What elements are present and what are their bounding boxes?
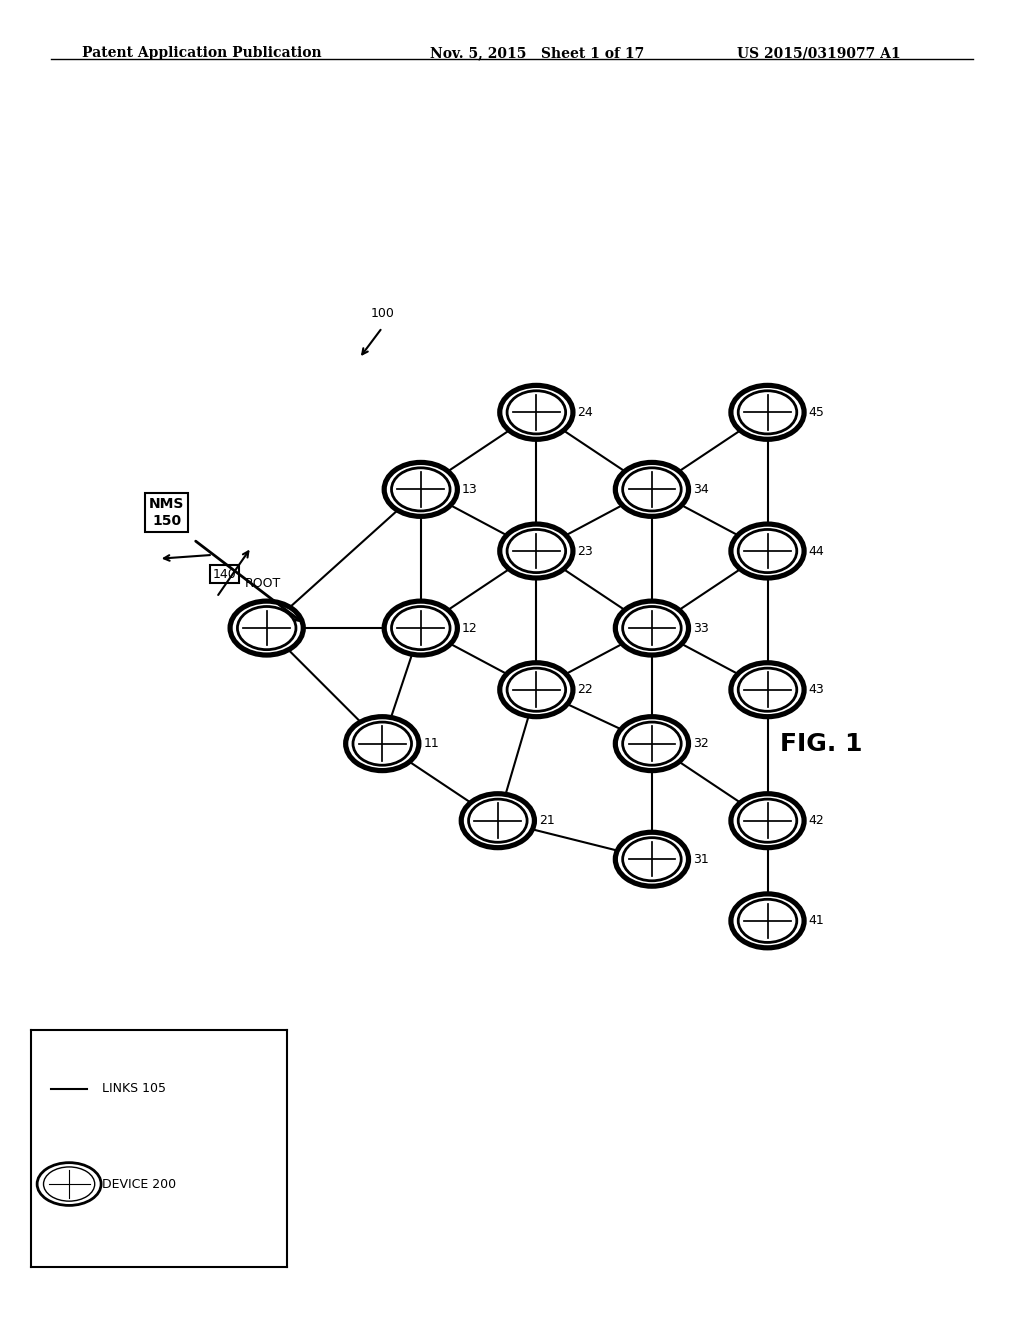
Text: 34: 34: [693, 483, 709, 496]
Text: NMS
150: NMS 150: [148, 498, 184, 528]
Ellipse shape: [391, 467, 451, 511]
Ellipse shape: [615, 462, 688, 516]
Ellipse shape: [731, 385, 804, 440]
Ellipse shape: [738, 799, 797, 842]
Ellipse shape: [500, 663, 573, 717]
Ellipse shape: [623, 467, 681, 511]
Ellipse shape: [738, 391, 797, 434]
Text: DEVICE 200: DEVICE 200: [102, 1177, 176, 1191]
Ellipse shape: [230, 601, 303, 655]
Ellipse shape: [738, 899, 797, 942]
Ellipse shape: [500, 524, 573, 578]
Ellipse shape: [238, 606, 296, 649]
Text: ROOT: ROOT: [245, 577, 281, 590]
Text: 140: 140: [212, 568, 237, 581]
Ellipse shape: [615, 601, 688, 655]
Ellipse shape: [623, 838, 681, 880]
Text: 11: 11: [423, 737, 439, 750]
Ellipse shape: [623, 606, 681, 649]
Text: Patent Application Publication: Patent Application Publication: [82, 46, 322, 61]
Text: LINKS 105: LINKS 105: [102, 1082, 166, 1096]
Text: 43: 43: [809, 684, 824, 696]
Text: 31: 31: [693, 853, 709, 866]
Ellipse shape: [43, 1167, 94, 1201]
Ellipse shape: [469, 799, 527, 842]
Ellipse shape: [615, 832, 688, 886]
Text: 100: 100: [371, 306, 394, 319]
Text: 33: 33: [693, 622, 709, 635]
Ellipse shape: [623, 722, 681, 766]
Ellipse shape: [500, 385, 573, 440]
Text: 22: 22: [578, 684, 593, 696]
Ellipse shape: [346, 717, 419, 771]
Text: 41: 41: [809, 915, 824, 928]
Text: FIG. 1: FIG. 1: [780, 731, 862, 755]
Ellipse shape: [391, 606, 451, 649]
Text: Nov. 5, 2015   Sheet 1 of 17: Nov. 5, 2015 Sheet 1 of 17: [430, 46, 644, 61]
Text: 44: 44: [809, 545, 824, 557]
Ellipse shape: [731, 793, 804, 847]
Ellipse shape: [615, 717, 688, 771]
Ellipse shape: [507, 391, 565, 434]
Ellipse shape: [731, 663, 804, 717]
Ellipse shape: [37, 1163, 101, 1205]
Ellipse shape: [461, 793, 535, 847]
Text: 12: 12: [462, 622, 477, 635]
Ellipse shape: [738, 529, 797, 573]
Text: 32: 32: [693, 737, 709, 750]
Ellipse shape: [384, 601, 458, 655]
Ellipse shape: [731, 894, 804, 948]
Text: 42: 42: [809, 814, 824, 828]
Text: 21: 21: [539, 814, 555, 828]
Ellipse shape: [731, 524, 804, 578]
Text: US 2015/0319077 A1: US 2015/0319077 A1: [737, 46, 901, 61]
Ellipse shape: [738, 668, 797, 711]
Ellipse shape: [384, 462, 458, 516]
Ellipse shape: [507, 529, 565, 573]
Ellipse shape: [507, 668, 565, 711]
Text: 13: 13: [462, 483, 477, 496]
Text: 45: 45: [809, 405, 824, 418]
Ellipse shape: [353, 722, 412, 766]
Text: 23: 23: [578, 545, 593, 557]
Text: 24: 24: [578, 405, 593, 418]
